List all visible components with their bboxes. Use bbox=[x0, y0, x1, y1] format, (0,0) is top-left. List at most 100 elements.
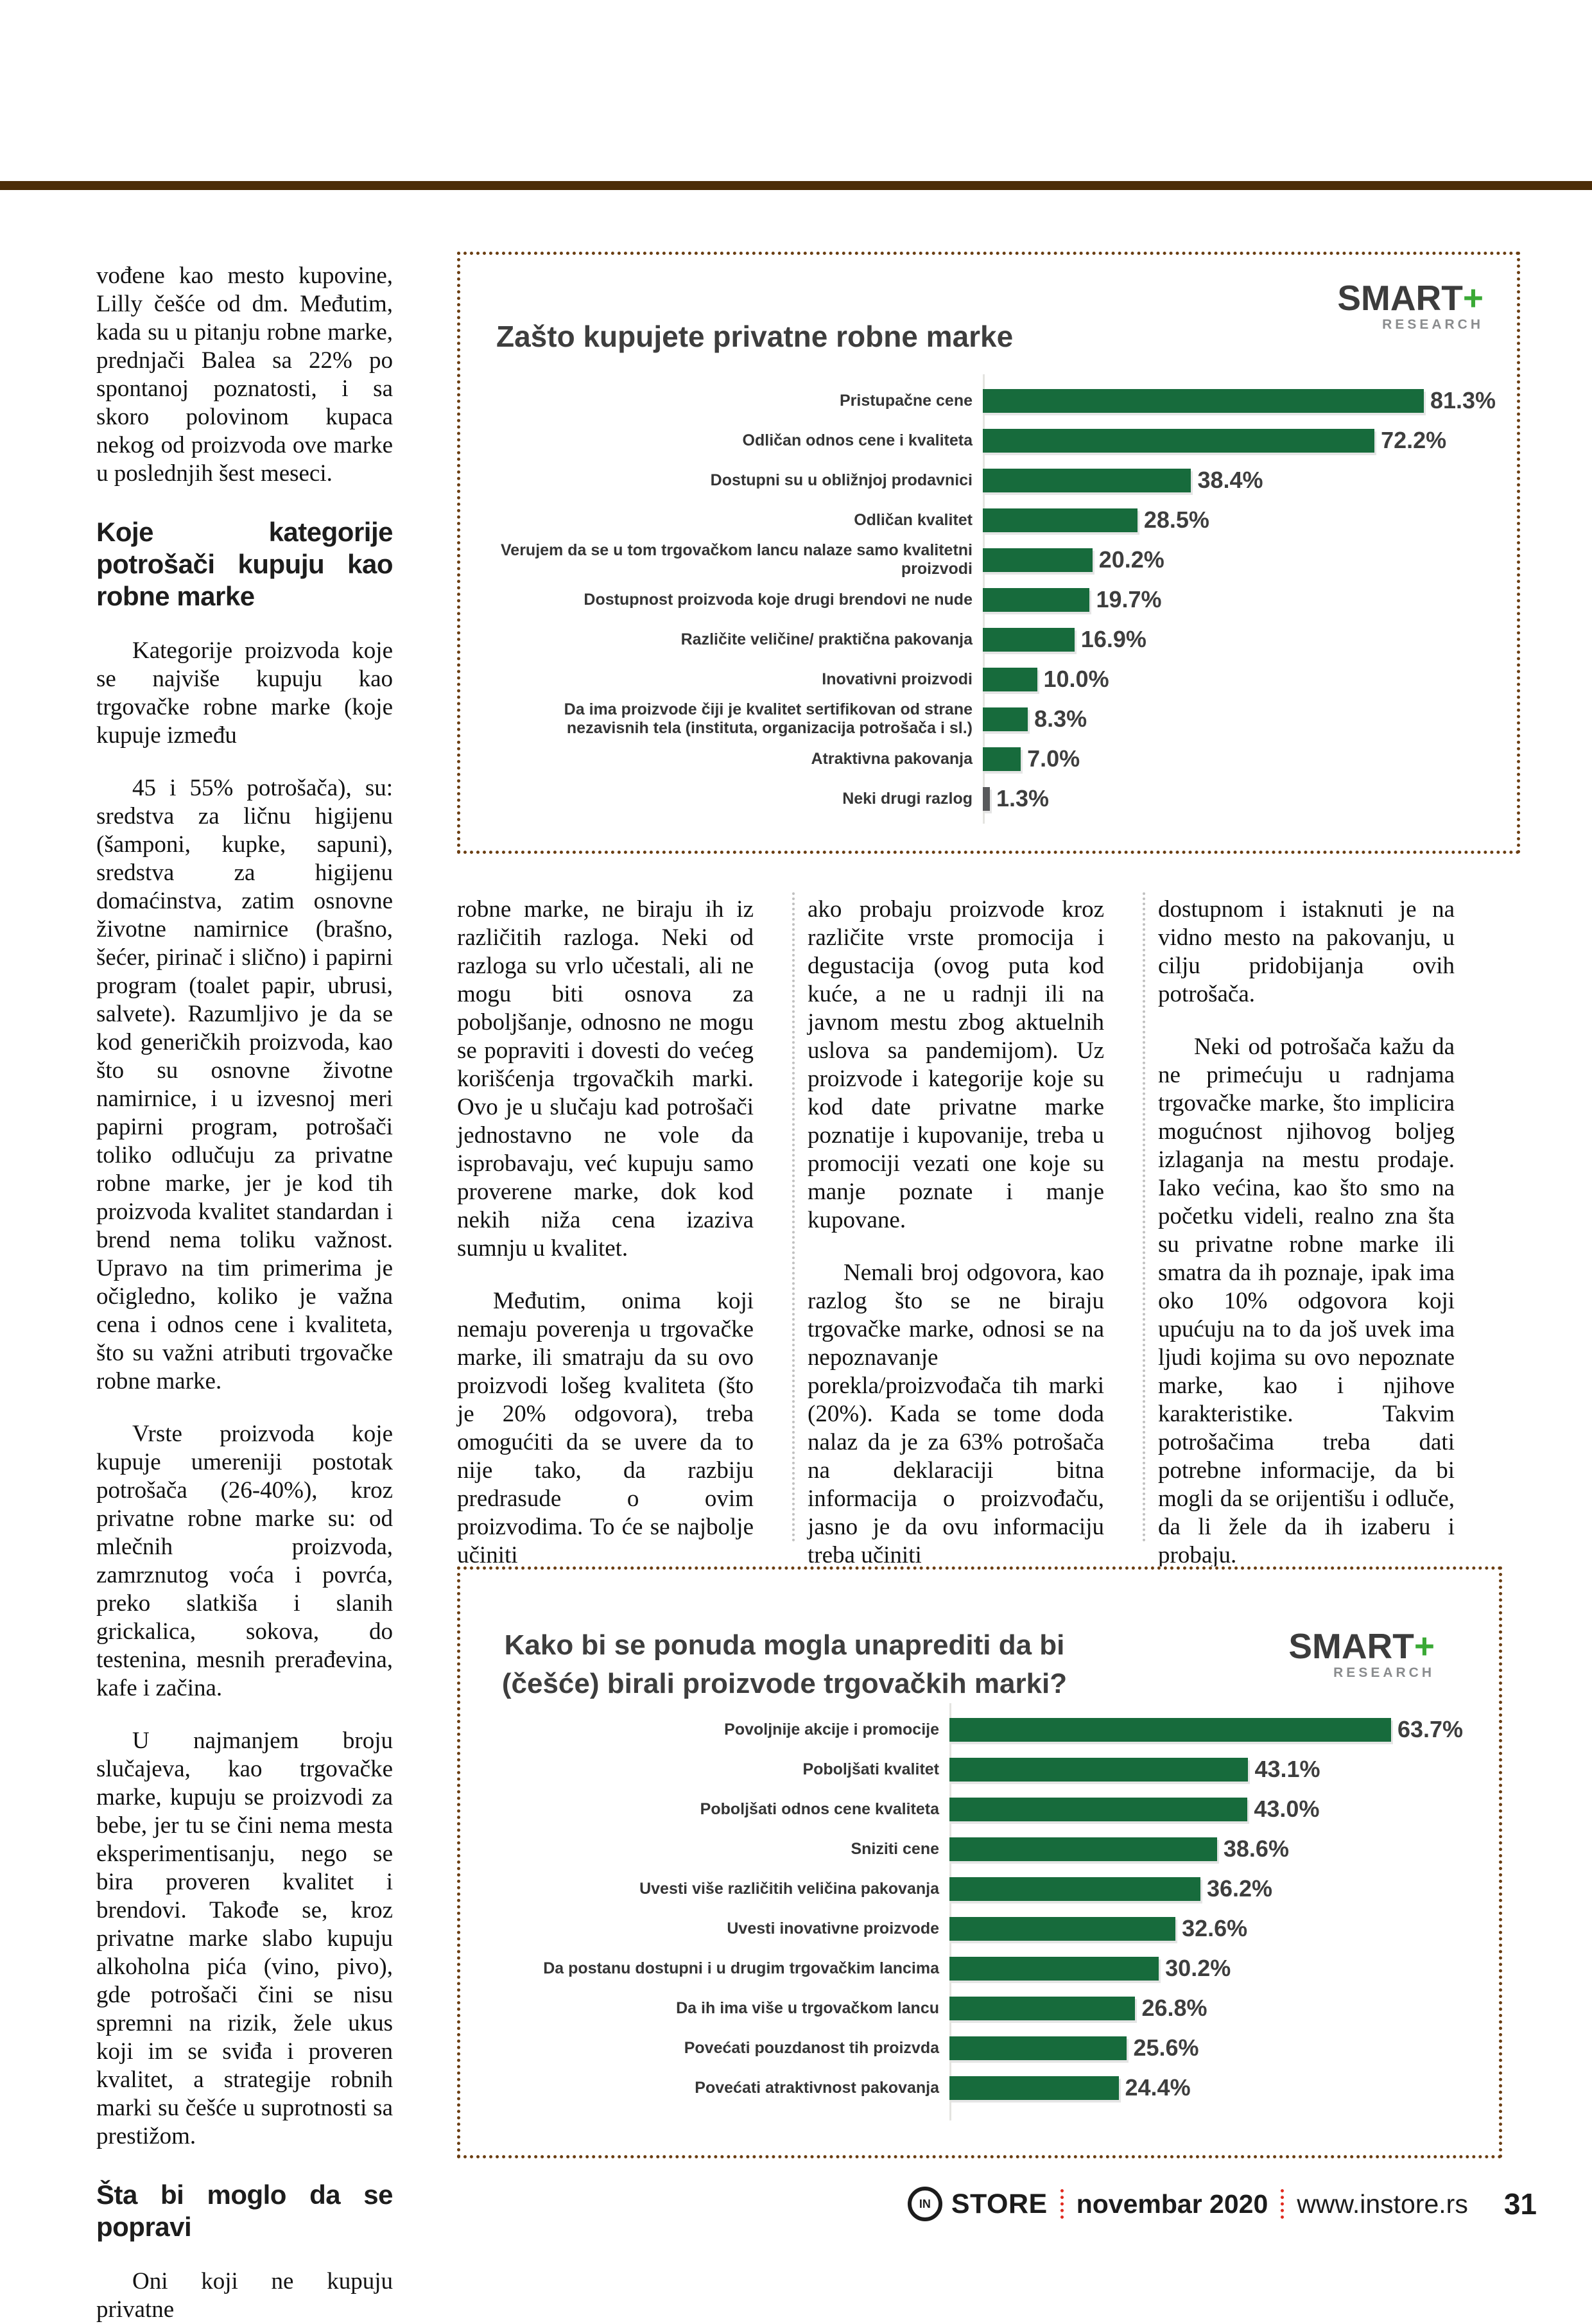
bar bbox=[949, 1877, 1200, 1901]
chart-row: Inovativni proizvodi 10.0% bbox=[483, 659, 1505, 699]
footer-issue-date: novembar 2020 bbox=[1076, 2189, 1268, 2219]
instore-logo-icon: IN bbox=[907, 2187, 942, 2221]
bar-value: 38.4% bbox=[1197, 467, 1263, 493]
bar-label: Pristupačne cene bbox=[839, 391, 973, 410]
bar-value: 81.3% bbox=[1430, 387, 1496, 413]
chart-row: Povećati atraktivnost pakovanja 24.4% bbox=[483, 2068, 1487, 2108]
bar-value: 19.7% bbox=[1096, 586, 1162, 612]
smart-logo-subtext: RESEARCH bbox=[1333, 1665, 1435, 1680]
bar-value: 28.5% bbox=[1143, 507, 1209, 533]
bar bbox=[983, 508, 1138, 532]
bar-label: Sniziti cene bbox=[851, 1839, 939, 1858]
left-text-column: vođene kao mesto kupovine, Lilly češće o… bbox=[96, 262, 394, 2324]
bar bbox=[949, 1757, 1249, 1782]
bar-label: Dostupnost proizvoda koje drugi brendovi… bbox=[584, 590, 973, 609]
chart-row: Dostupnost proizvoda koje drugi brendovi… bbox=[483, 580, 1505, 620]
bar bbox=[983, 747, 1021, 771]
bar-label: Različite veličine/ praktična pakovanja bbox=[680, 630, 973, 648]
section-heading-categories: Koje kategorije potrošači kupuju kao rob… bbox=[96, 517, 394, 611]
bar-label: Verujem da se u tom trgovačkom lancu nal… bbox=[501, 541, 973, 578]
bar bbox=[949, 1797, 1248, 1821]
bar-label: Poboljšati odnos cene kvaliteta bbox=[700, 1799, 939, 1818]
chart-row: Da ih ima više u trgovačkom lancu 26.8% bbox=[483, 1988, 1487, 2028]
bar-value: 16.9% bbox=[1080, 626, 1146, 652]
body-paragraph: Neki od potrošača kažu da ne primećuju u… bbox=[1158, 1034, 1455, 1568]
column-divider bbox=[1143, 892, 1145, 1542]
bar-value: 72.2% bbox=[1381, 427, 1447, 453]
bar bbox=[983, 428, 1375, 453]
chart-row: Uvesti inovativne proizvode 32.6% bbox=[483, 1909, 1487, 1948]
bar bbox=[949, 2076, 1119, 2100]
middle-text-column-1: robne marke, ne biraju ih iz različitih … bbox=[457, 896, 754, 1570]
bar bbox=[983, 548, 1093, 572]
chart-row: Neki drugi razlog 1.3% bbox=[483, 779, 1505, 819]
chart-row: Uvesti više različitih veličina pakovanj… bbox=[483, 1869, 1487, 1909]
smart-logo-subtext: RESEARCH bbox=[1382, 317, 1484, 332]
top-divider-rule bbox=[0, 181, 1592, 190]
bar bbox=[949, 1837, 1217, 1861]
chart-why-buy-private-labels: Zašto kupujete privatne robne marke SMAR… bbox=[457, 252, 1520, 854]
bar-label: Dostupni su u obližnjoj prodavnici bbox=[710, 471, 973, 489]
bar-value: 24.4% bbox=[1125, 2074, 1191, 2101]
chart-row: Povoljnije akcije i promocije 63.7% bbox=[483, 1710, 1487, 1749]
bar-value: 43.1% bbox=[1254, 1756, 1320, 1782]
bar-value: 20.2% bbox=[1098, 546, 1164, 573]
chart-baseline-axis bbox=[949, 1703, 951, 2120]
plus-icon: + bbox=[1414, 1626, 1435, 1666]
body-paragraph: dostupnom i istaknuti je na vidno mesto … bbox=[1158, 896, 1455, 1007]
bar-label: Atraktivna pakovanja bbox=[811, 749, 973, 768]
bar bbox=[983, 388, 1424, 413]
bar-value: 1.3% bbox=[996, 785, 1050, 811]
bar-value: 63.7% bbox=[1397, 1716, 1464, 1742]
chart-rows: Povoljnije akcije i promocije 63.7% Pobolj… bbox=[483, 1710, 1487, 2108]
footer-brand: STORE bbox=[951, 2188, 1048, 2219]
smart-research-logo: SMART+ RESEARCH bbox=[1337, 278, 1484, 332]
bar bbox=[949, 2036, 1127, 2060]
bar-value: 32.6% bbox=[1182, 1915, 1248, 1941]
bar bbox=[983, 707, 1028, 731]
chart-row: Pristupačne cene 81.3% bbox=[483, 381, 1505, 421]
bar-label: Da ima proizvode čiji je kvalitet sertif… bbox=[564, 700, 973, 737]
chart-rows: Pristupačne cene 81.3% Odličan odnos cene … bbox=[483, 381, 1505, 819]
bar bbox=[983, 468, 1191, 492]
bar-value: 7.0% bbox=[1027, 745, 1080, 772]
bar-label: Odličan kvalitet bbox=[854, 510, 973, 529]
chart-row: Različite veličine/ praktična pakovanja 1… bbox=[483, 620, 1505, 659]
bar-label: Uvesti više različitih veličina pakovanj… bbox=[639, 1879, 939, 1898]
bar bbox=[949, 1956, 1159, 1981]
chart-row: Verujem da se u tom trgovačkom lancu nal… bbox=[483, 540, 1505, 580]
bar-label: Povećati pouzdanost tih proizvda bbox=[684, 2038, 939, 2057]
footer-divider-icon bbox=[1060, 2189, 1064, 2219]
bar-label: Uvesti inovativne proizvode bbox=[727, 1919, 939, 1938]
body-paragraph: 45 i 55% potrošača), su: sredstva za lič… bbox=[96, 775, 393, 1394]
chart-row: Poboljšati kvalitet 43.1% bbox=[483, 1749, 1487, 1789]
body-paragraph: Kategorije proizvoda koje se najviše kup… bbox=[96, 637, 393, 749]
body-paragraph: Nemali broj odgovora, kao razlog što se … bbox=[808, 1260, 1104, 1568]
bar-label: Povoljnije akcije i promocije bbox=[724, 1720, 939, 1739]
column-divider bbox=[792, 892, 795, 1542]
page-footer: IN STORE novembar 2020 www.instore.rs 31 bbox=[907, 2187, 1537, 2221]
bar-value: 8.3% bbox=[1034, 706, 1087, 732]
bar-label: Inovativni proizvodi bbox=[822, 670, 973, 688]
bar-label: Odličan odnos cene i kvaliteta bbox=[742, 431, 973, 449]
bar bbox=[949, 1916, 1176, 1941]
body-paragraph: robne marke, ne biraju ih iz različitih … bbox=[457, 896, 754, 1262]
bar-value: 26.8% bbox=[1141, 1995, 1207, 2021]
bar bbox=[983, 627, 1075, 652]
bar-value: 36.2% bbox=[1206, 1875, 1273, 1902]
body-paragraph: Međutim, onima koji nemaju poverenja u t… bbox=[457, 1288, 754, 1568]
bar-value: 38.6% bbox=[1223, 1835, 1289, 1862]
middle-text-column-3: dostupnom i istaknuti je na vidno mesto … bbox=[1158, 896, 1455, 1570]
bar bbox=[949, 1717, 1391, 1742]
chart-row: Dostupni su u obližnjoj prodavnici 38.4% bbox=[483, 460, 1505, 500]
body-paragraph: Oni koji ne kupuju privatne bbox=[96, 2268, 393, 2323]
bar bbox=[949, 1996, 1136, 2020]
chart-row: Sniziti cene 38.6% bbox=[483, 1829, 1487, 1869]
bar-label: Da ih ima više u trgovačkom lancu bbox=[676, 1999, 939, 2017]
bar bbox=[983, 587, 1090, 612]
chart-row: Odličan odnos cene i kvaliteta 72.2% bbox=[483, 421, 1505, 460]
page-number: 31 bbox=[1503, 2187, 1537, 2221]
chart-row: Povećati pouzdanost tih proizvda 25.6% bbox=[483, 2028, 1487, 2068]
smart-logo-wordmark: SMART+ bbox=[1337, 278, 1484, 318]
bar-value: 43.0% bbox=[1254, 1796, 1320, 1822]
